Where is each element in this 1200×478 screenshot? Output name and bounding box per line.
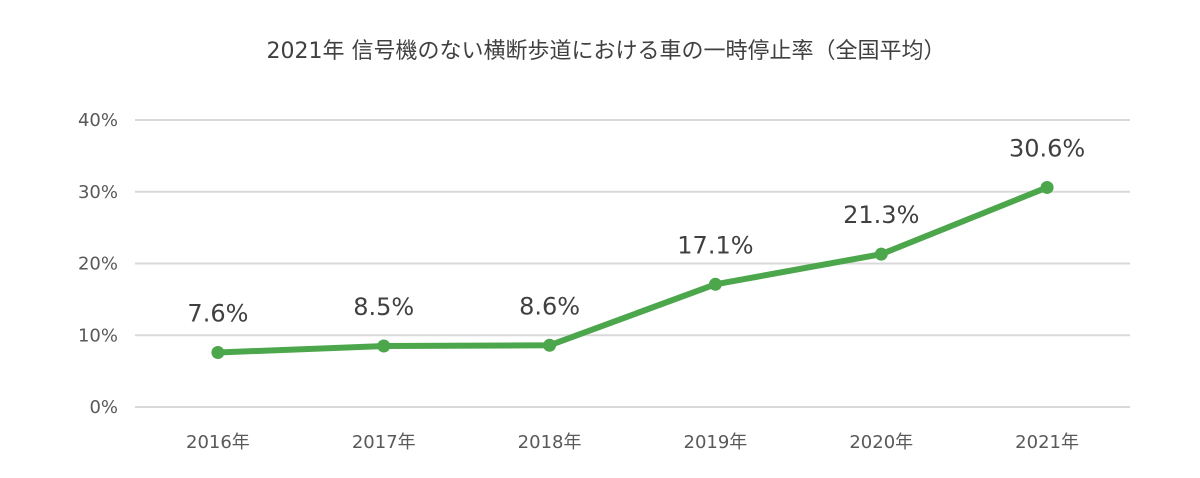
data-point	[874, 247, 888, 261]
y-tick-label: 30%	[78, 182, 118, 203]
x-category-label: 2020年	[849, 432, 913, 453]
series-line-group	[211, 180, 1054, 359]
y-tick-label: 20%	[78, 254, 118, 275]
x-axis-category-labels: 2016年 2017年 2018年 2019年 2020年 2021年	[186, 432, 1079, 453]
data-label: 17.1%	[677, 231, 753, 259]
x-category-label: 2019年	[684, 432, 748, 453]
data-labels: 7.6% 8.5% 8.6% 17.1% 21.3% 30.6%	[187, 134, 1085, 327]
x-category-label: 2016年	[186, 432, 250, 453]
data-label: 21.3%	[843, 201, 919, 229]
data-point	[708, 277, 722, 291]
x-category-label: 2017年	[352, 432, 416, 453]
data-label: 8.6%	[519, 292, 580, 320]
gridlines	[135, 119, 1130, 408]
data-point	[543, 338, 557, 352]
data-point	[211, 345, 225, 359]
data-point	[1040, 180, 1054, 194]
y-tick-label: 10%	[78, 325, 118, 346]
y-tick-label: 40%	[78, 110, 118, 131]
data-label: 30.6%	[1009, 134, 1085, 162]
x-category-label: 2021年	[1015, 432, 1079, 453]
chart-title: 2021年 信号機のない横断歩道における車の一時停止率（全国平均）	[267, 39, 946, 64]
x-category-label: 2018年	[518, 432, 582, 453]
y-tick-label: 0%	[89, 397, 118, 418]
data-point	[377, 339, 391, 353]
series-line	[214, 184, 1051, 356]
data-label: 8.5%	[353, 293, 414, 321]
y-axis-tick-labels: 0% 10% 20% 30% 40%	[78, 110, 118, 418]
data-label: 7.6%	[187, 299, 248, 327]
